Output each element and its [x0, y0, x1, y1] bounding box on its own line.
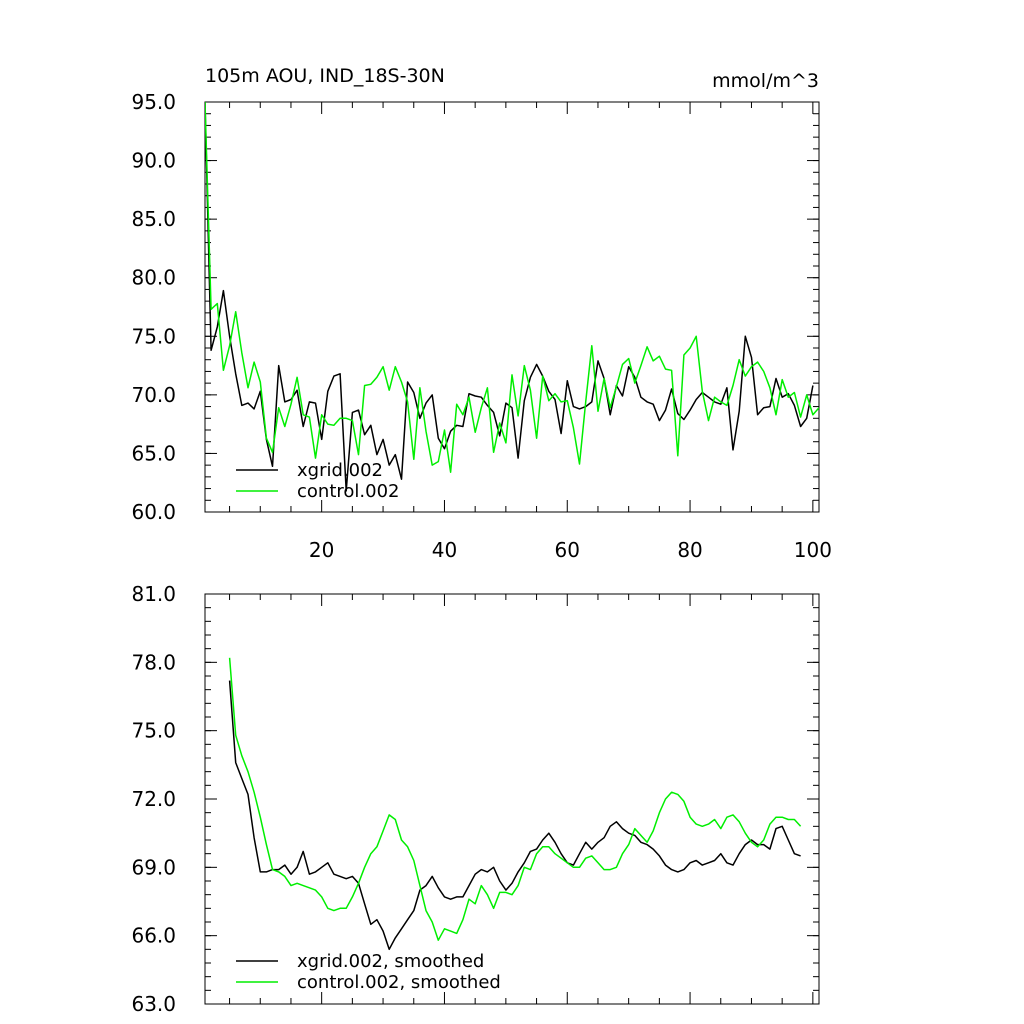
y-tick-label: 80.0: [131, 266, 176, 290]
y-tick-label: 72.0: [131, 787, 176, 811]
y-tick-label: 70.0: [131, 383, 176, 407]
bottom-legend: xgrid.002, smoothed control.002, smoothe…: [236, 951, 501, 993]
legend-label-control-smoothed: control.002, smoothed: [297, 972, 501, 993]
top-plot-frame: [204, 101, 820, 513]
top-panel-units: mmol/m^3: [712, 70, 819, 92]
bottom-tick-marks: [205, 593, 819, 1005]
y-tick-label: 75.0: [131, 324, 176, 348]
bottom-series-group: [228, 657, 802, 951]
top-legend: xgrid.002 control.002: [236, 460, 399, 502]
legend-label-control: control.002: [297, 481, 399, 502]
series-line-xgrid-002-smoothed: [228, 680, 801, 951]
y-tick-label: 75.0: [131, 719, 176, 743]
bottom-tick-labels: 81.0 78.0 75.0 72.0 69.0 66.0 63.0: [131, 582, 176, 1016]
top-tick-marks: [205, 101, 819, 513]
x-tick-label: 60: [555, 538, 580, 562]
bottom-panel: 81.0 78.0 75.0 72.0 69.0 66.0 63.0 xgrid.002, …: [131, 582, 820, 1016]
y-tick-label: 63.0: [131, 992, 176, 1016]
x-tick-label: 80: [677, 538, 702, 562]
top-panel: 105m AOU, IND_18S-30N mmol/m^3 95.0 90.0 8…: [131, 65, 831, 562]
y-tick-label: 78.0: [131, 650, 176, 674]
y-tick-label: 90.0: [131, 149, 176, 173]
top-panel-title: 105m AOU, IND_18S-30N: [205, 65, 445, 87]
y-tick-label: 85.0: [131, 207, 176, 231]
legend-label-xgrid: xgrid.002: [297, 460, 383, 481]
series-line-control-002: [205, 102, 819, 473]
top-series-group: [205, 102, 819, 492]
y-tick-label: 95.0: [131, 90, 176, 114]
y-tick-label: 69.0: [131, 855, 176, 879]
x-tick-label: 20: [309, 538, 334, 562]
legend-label-xgrid-smoothed: xgrid.002, smoothed: [297, 951, 484, 972]
y-tick-label: 66.0: [131, 924, 176, 948]
x-tick-label: 100: [794, 538, 832, 562]
y-tick-label: 65.0: [131, 441, 176, 465]
series-line-control-002-smoothed: [228, 657, 802, 941]
top-tick-labels: 95.0 90.0 85.0 80.0 75.0 70.0 65.0 60.0 20 40 60 80…: [131, 90, 831, 562]
y-tick-label: 81.0: [131, 582, 176, 606]
x-tick-label: 40: [432, 538, 457, 562]
y-tick-label: 60.0: [131, 500, 176, 524]
